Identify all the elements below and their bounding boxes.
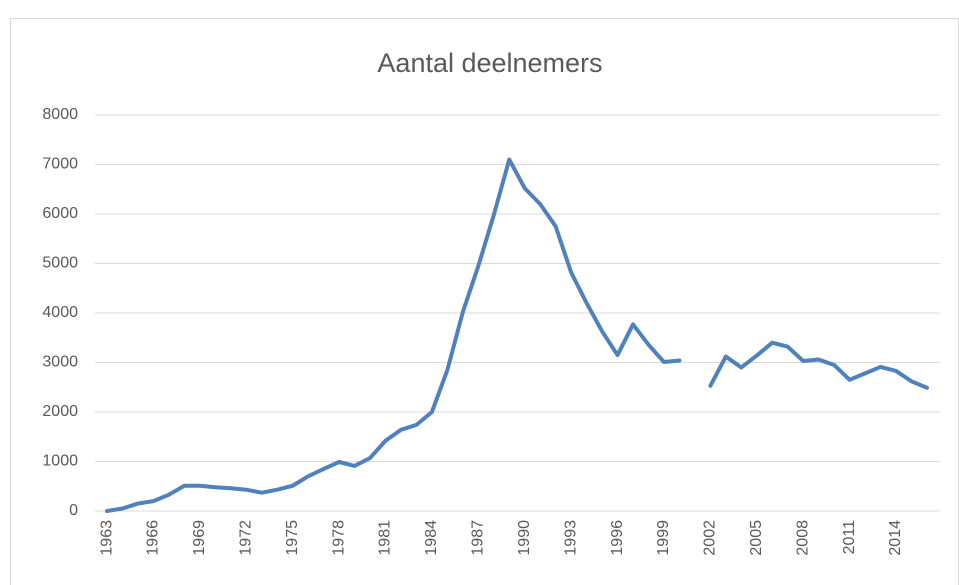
y-tick-label: 8000 <box>42 106 78 123</box>
chart-frame <box>10 18 959 585</box>
x-tick-label: 2002 <box>702 520 719 556</box>
x-tick-label: 2011 <box>841 520 858 555</box>
y-tick-label: 1000 <box>42 453 78 470</box>
y-tick-label: 3000 <box>42 354 78 371</box>
y-tick-label: 6000 <box>42 205 78 222</box>
chart-title: Aantal deelnemers <box>377 48 602 78</box>
x-tick-label: 1969 <box>191 520 208 556</box>
y-tick-label: 2000 <box>42 403 78 420</box>
x-tick-label: 1981 <box>377 520 394 556</box>
y-tick-label: 7000 <box>42 156 78 173</box>
x-tick-label: 1978 <box>330 520 347 556</box>
x-tick-label: 1993 <box>562 520 579 556</box>
x-tick-label: 1972 <box>237 520 254 556</box>
y-tick-label: 0 <box>69 502 78 519</box>
x-tick-label: 1975 <box>284 520 301 556</box>
y-tick-label: 4000 <box>42 304 78 321</box>
x-tick-label: 1999 <box>655 520 672 556</box>
data-line <box>105 157 929 513</box>
x-tick-label: 1984 <box>423 520 440 556</box>
x-tick-label: 1990 <box>516 520 533 556</box>
x-tick-label: 2014 <box>887 520 904 556</box>
x-tick-label: 2005 <box>748 520 765 556</box>
x-tick-label: 1966 <box>145 520 162 556</box>
y-tick-label: 5000 <box>42 255 78 272</box>
x-tick-label: 2008 <box>794 520 811 556</box>
x-tick-label: 1996 <box>609 520 626 556</box>
x-tick-label: 1987 <box>470 520 487 556</box>
x-tick-label: 1963 <box>98 520 115 556</box>
